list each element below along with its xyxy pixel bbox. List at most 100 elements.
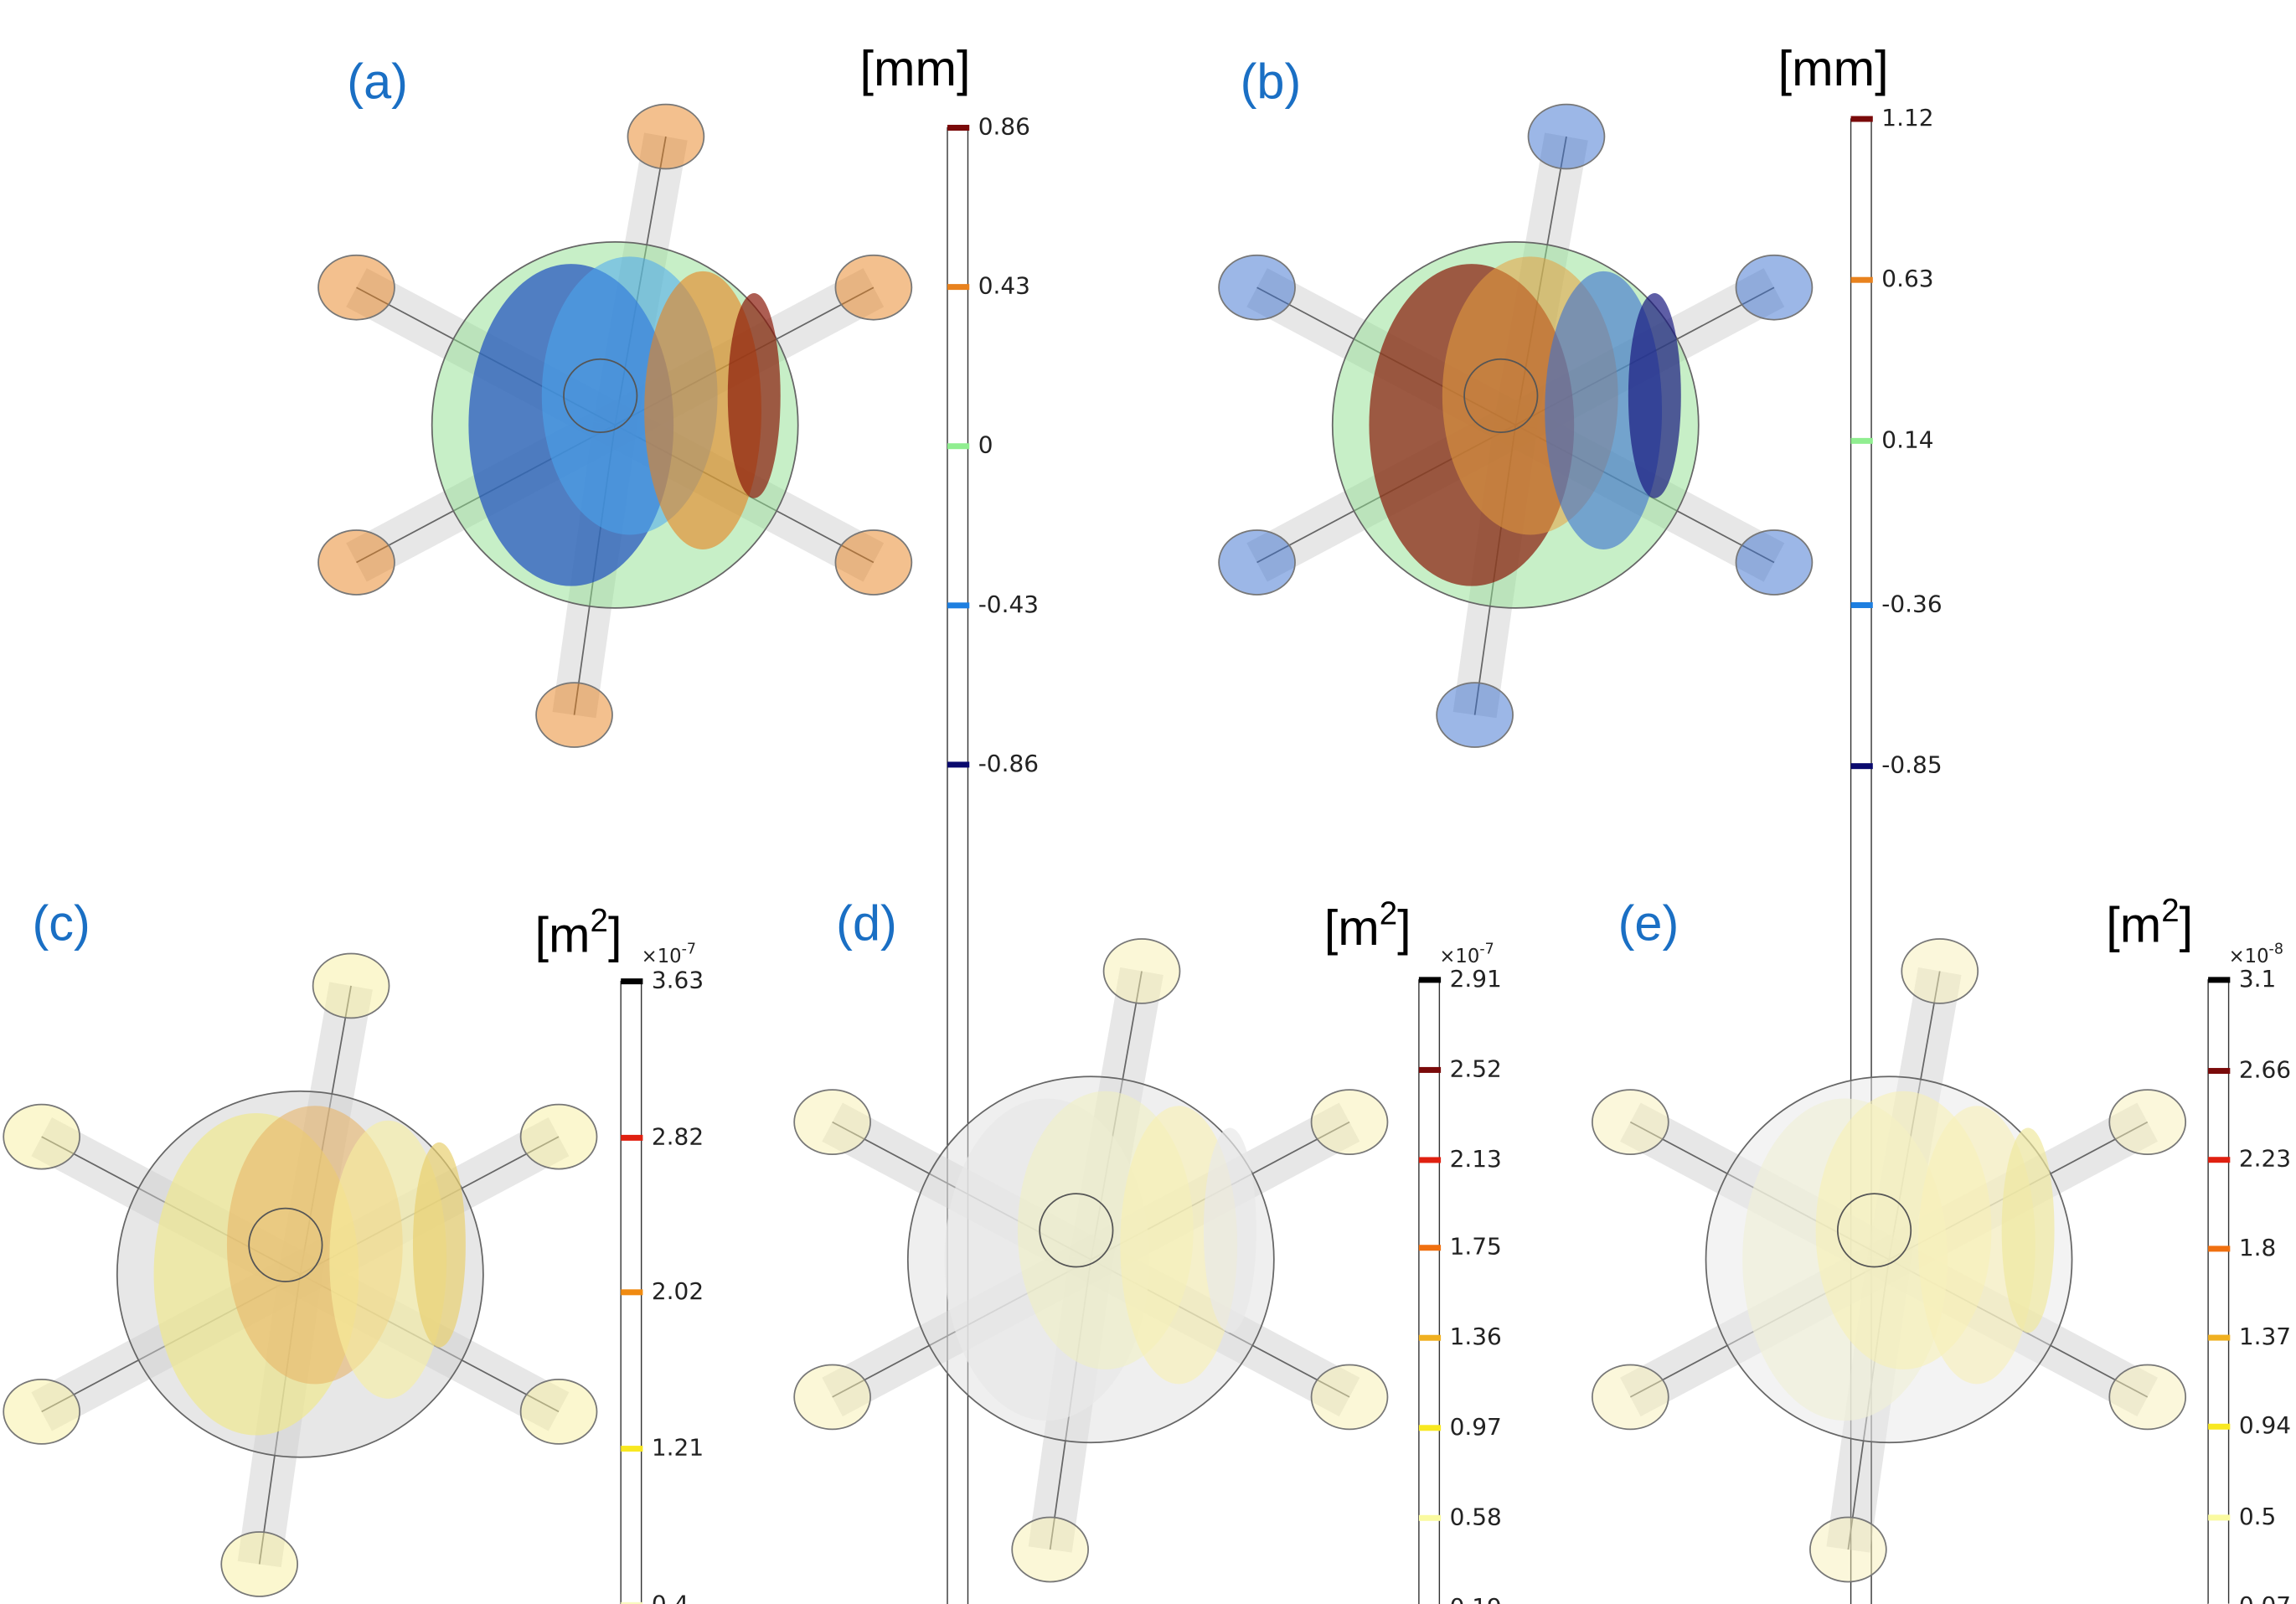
colorbar-tick [2208, 1157, 2230, 1163]
colorbar-tick-label: 3.1 [2239, 965, 2276, 993]
panel: (c)[m2]×10-73.632.822.021.210.4 [3, 895, 704, 1604]
arm-end [1219, 530, 1295, 595]
colorbar-tick [2208, 1514, 2230, 1520]
unit-base: [m [1324, 900, 1380, 956]
arm-end [1312, 1090, 1388, 1154]
colorbar-tick [947, 602, 969, 608]
unit-base: [m [2106, 896, 2161, 952]
colorbar-tick-label: -0.86 [978, 750, 1039, 777]
colorbar-tick [1419, 1067, 1441, 1073]
multiplier-base: ×10 [642, 946, 682, 967]
colorbar-tick [947, 284, 969, 290]
arm-end [835, 255, 911, 320]
colorbar-tick [621, 1135, 642, 1141]
panel-label: (d) [836, 895, 897, 952]
unit-close: ] [2180, 896, 2194, 952]
arm-end [221, 1532, 297, 1596]
multiplier-sup: -7 [682, 941, 696, 957]
arm-end [318, 255, 395, 320]
colorbar-tick-label: 1.75 [1450, 1233, 1502, 1261]
panel-label: (e) [1618, 895, 1679, 952]
arm-end [318, 530, 395, 595]
arm-end [1012, 1518, 1088, 1582]
colorbar-tick-label: 1.12 [1881, 104, 1933, 132]
colorbar-tick-label: 0.63 [1881, 265, 1933, 292]
arm-end [1736, 255, 1813, 320]
figure: (a)[mm]0.860.430-0.43-0.86(b)[mm]1.120.6… [0, 0, 2296, 1604]
colorbar-tick [1851, 116, 1873, 122]
unit-close: ] [1397, 900, 1411, 956]
panel-label: (a) [347, 54, 408, 110]
colorbar-tick-label: 0.14 [1881, 425, 1933, 453]
unit: [mm] [1778, 40, 1889, 96]
colorbar-tick [2208, 977, 2230, 983]
arm-end [1736, 530, 1813, 595]
arm-end [1312, 1364, 1388, 1429]
panel-label: (b) [1241, 54, 1302, 110]
colorbar-tick-label: 1.37 [2239, 1323, 2291, 1350]
arm-end [536, 683, 612, 747]
colorbar-tick-label: 2.13 [1450, 1145, 1502, 1173]
colorbar-tick-label: 0.43 [978, 272, 1030, 300]
arm-end [3, 1105, 80, 1169]
colorbar-tick-label: 0.07 [2239, 1591, 2291, 1604]
colorbar-tick [1851, 438, 1873, 444]
arm-end [1219, 255, 1295, 320]
colorbar-tick-label: 2.23 [2239, 1145, 2291, 1173]
arm-end [521, 1380, 597, 1444]
colorbar-tick [1419, 1157, 1441, 1163]
colorbar-tick [947, 125, 969, 131]
colorbar-tick-label: 1.36 [1450, 1323, 1502, 1350]
colorbar-tick-label: -0.36 [1881, 590, 1942, 617]
colorbar-tick [621, 1446, 642, 1452]
unit-base: [m [535, 907, 591, 963]
colorbar-tick [2208, 1068, 2230, 1074]
region [1628, 293, 1681, 498]
panel: (d)[m2]×10-72.912.522.131.751.360.970.58… [794, 895, 1502, 1604]
arm-end [521, 1105, 597, 1169]
colorbar-tick-label: 0.97 [1450, 1413, 1502, 1441]
colorbar-tick [947, 443, 969, 449]
colorbar-tick-label: 0.5 [2239, 1503, 2276, 1530]
colorbar-tick-label: 2.66 [2239, 1056, 2291, 1084]
arm-end [1437, 683, 1513, 747]
colorbar-tick-label: 0.19 [1450, 1593, 1502, 1604]
colorbar-tick-label: 1.8 [2239, 1234, 2276, 1261]
arm-end [1104, 939, 1180, 1003]
unit-close: ] [608, 907, 622, 963]
arm-end [1592, 1364, 1669, 1429]
colorbar-tick-label: 2.02 [652, 1277, 704, 1305]
colorbar-tick [1851, 602, 1873, 608]
unit-sup: 2 [1380, 895, 1397, 931]
colorbar-tick-label: -0.85 [1881, 751, 1942, 779]
colorbar-tick [2208, 1335, 2230, 1341]
unit: [m2] [2106, 893, 2193, 952]
colorbar [1419, 980, 1439, 1604]
arm-end [3, 1380, 80, 1444]
colorbar-tick-label: -0.43 [978, 591, 1039, 618]
colorbar-tick-label: 3.63 [652, 967, 704, 994]
region [413, 1142, 466, 1348]
unit: [m2] [535, 903, 622, 962]
unit-sup: 2 [591, 903, 608, 939]
colorbar-tick [1419, 1335, 1441, 1341]
colorbar-tick [1851, 763, 1873, 769]
unit-sup: 2 [2161, 893, 2179, 929]
colorbar-tick-label: 2.82 [652, 1122, 704, 1150]
colorbar-tick-label: 0.58 [1450, 1503, 1502, 1530]
colorbar-tick-label: 0.86 [978, 113, 1030, 141]
colorbar-tick [1419, 1515, 1441, 1521]
arm-end [1901, 939, 1978, 1003]
multiplier: ×10-7 [1439, 941, 1494, 967]
colorbar-tick [1419, 1425, 1441, 1431]
region [728, 293, 781, 498]
multiplier: ×10-7 [642, 941, 696, 967]
arm-end [2109, 1090, 2185, 1154]
colorbar-tick [621, 978, 642, 984]
region [2002, 1127, 2055, 1333]
region [1204, 1127, 1256, 1333]
arm-end [627, 105, 704, 169]
arm-end [2109, 1364, 2185, 1429]
panel-label: (c) [32, 895, 90, 952]
unit: [mm] [860, 40, 971, 96]
